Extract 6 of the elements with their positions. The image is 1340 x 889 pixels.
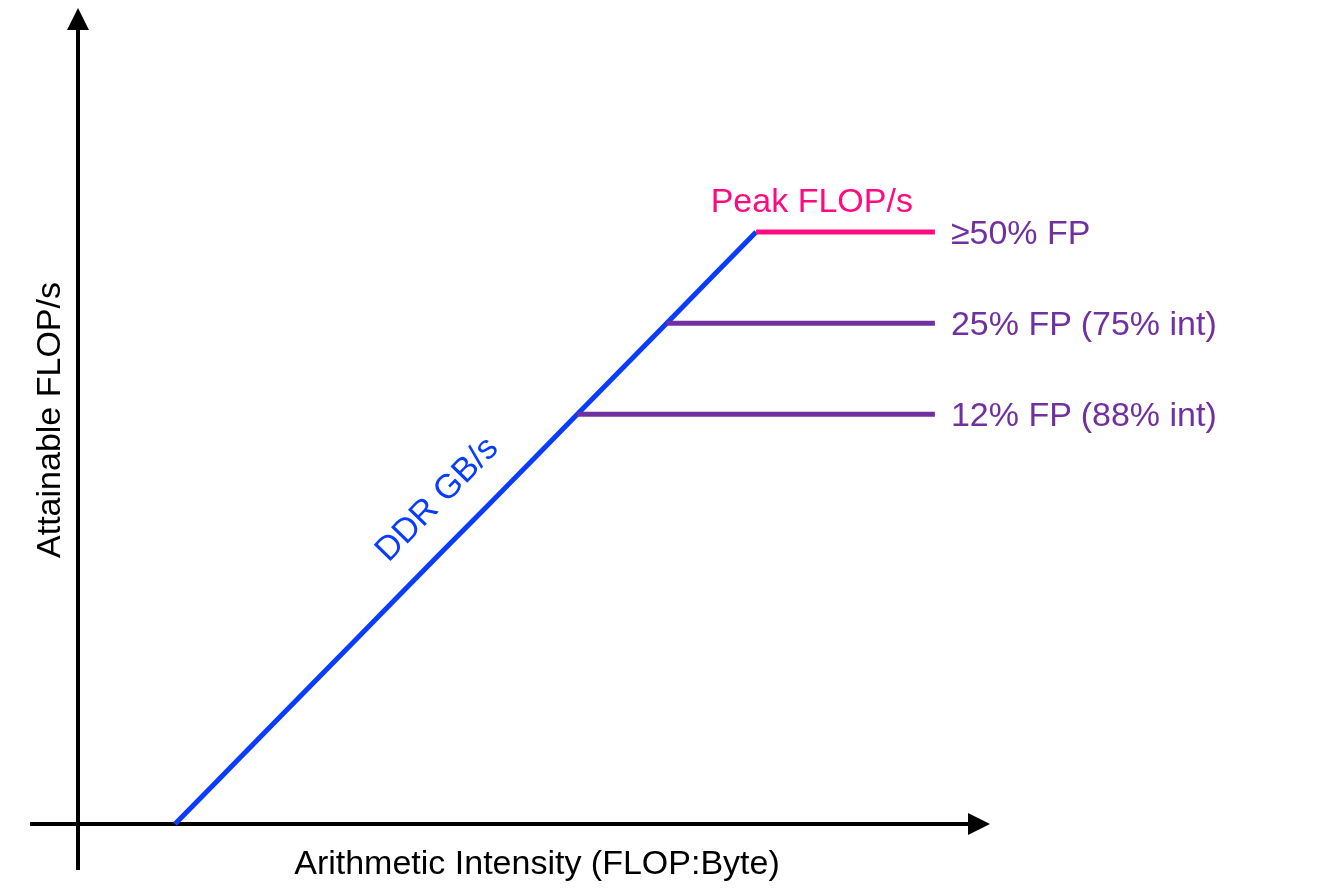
- series-label: 12% FP (88% int): [950, 395, 1217, 434]
- series-label: 25% FP (75% int): [950, 304, 1217, 343]
- series-label: Peak FLOP/s: [710, 181, 913, 219]
- annotation: ≥50% FP: [950, 212, 1091, 251]
- x-axis-title: Arithmetic Intensity (FLOP:Byte): [294, 843, 780, 881]
- y-axis-title: Attainable FLOP/s: [29, 282, 67, 558]
